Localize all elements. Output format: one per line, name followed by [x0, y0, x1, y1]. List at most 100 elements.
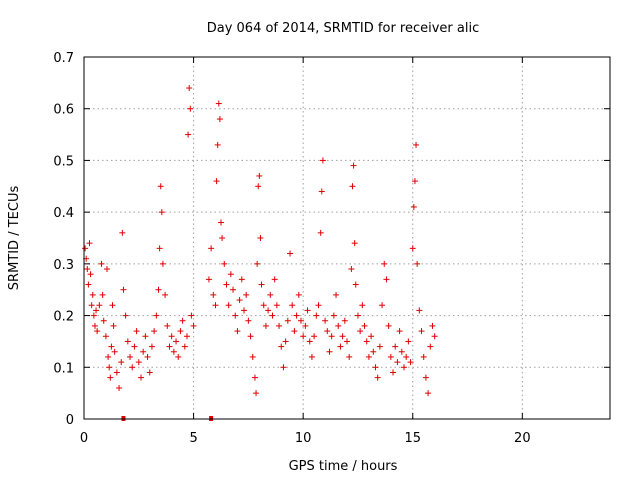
- y-tick-label: 0.4: [53, 206, 74, 221]
- data-point: [407, 359, 414, 366]
- data-point: [93, 307, 100, 314]
- data-point: [262, 322, 269, 329]
- data-point: [210, 291, 217, 298]
- data-point: [282, 338, 289, 345]
- data-point: [376, 343, 383, 350]
- data-point: [300, 333, 307, 340]
- data-point: [409, 245, 416, 252]
- data-point: [219, 235, 226, 241]
- data-point: [232, 312, 239, 319]
- data-point: [215, 100, 222, 107]
- data-point: [225, 302, 232, 309]
- data-point: [214, 141, 221, 148]
- data-point: [129, 364, 136, 371]
- data-point: [217, 219, 224, 226]
- data-point: [249, 353, 256, 360]
- data-point: [170, 348, 177, 355]
- data-point: [374, 374, 381, 381]
- data-point: [365, 353, 372, 360]
- data-point: [106, 364, 113, 371]
- data-point: [113, 369, 120, 376]
- data-point: [260, 302, 267, 309]
- data-point: [265, 307, 272, 314]
- data-point: [396, 328, 403, 335]
- data-point: [420, 353, 427, 360]
- data-point: [208, 245, 215, 252]
- data-point: [304, 307, 311, 314]
- data-point: [243, 291, 250, 298]
- data-point: [405, 338, 412, 345]
- data-point: [379, 302, 386, 309]
- data-point: [236, 297, 243, 304]
- data-point: [159, 260, 166, 267]
- data-point: [368, 333, 375, 340]
- data-point: [372, 364, 379, 371]
- data-point: [392, 343, 399, 350]
- data-point: [318, 188, 325, 195]
- data-point: [271, 276, 278, 283]
- data-point: [99, 291, 106, 298]
- data-point: [230, 286, 237, 293]
- data-point: [341, 317, 348, 324]
- data-point: [142, 333, 149, 340]
- data-point: [383, 276, 390, 283]
- data-point: [411, 178, 418, 185]
- data-point: [234, 328, 241, 335]
- y-axis-label: SRMTID / TECUs: [7, 186, 22, 291]
- data-point: [255, 183, 262, 190]
- data-point: [306, 338, 313, 345]
- data-point: [109, 302, 116, 309]
- data-point: [119, 229, 126, 236]
- data-point: [82, 245, 89, 252]
- data-point: [403, 353, 410, 360]
- data-point: [107, 374, 114, 381]
- data-point: [205, 276, 212, 283]
- data-point: [344, 338, 350, 345]
- data-point: [245, 317, 252, 324]
- y-tick-label: 0.3: [53, 258, 74, 273]
- data-point: [185, 131, 192, 138]
- data-point: [111, 348, 118, 355]
- data-point: [335, 322, 342, 329]
- data-point: [394, 359, 401, 366]
- data-point: [140, 348, 147, 355]
- data-point: [350, 162, 357, 169]
- data-point: [339, 333, 346, 340]
- data-point: [427, 343, 434, 350]
- data-point: [188, 312, 195, 319]
- data-point: [349, 183, 356, 190]
- data-point: [96, 302, 103, 309]
- data-point: [240, 307, 247, 314]
- y-tick-label: 0.6: [53, 103, 74, 118]
- x-axis-label: GPS time / hours: [289, 459, 398, 474]
- data-point: [381, 260, 388, 267]
- data-point: [361, 322, 368, 329]
- data-point: [91, 322, 98, 329]
- data-point: [104, 266, 111, 273]
- data-point: [416, 307, 423, 314]
- data-point: [216, 116, 223, 123]
- data-point: [284, 317, 291, 324]
- data-point: [370, 348, 377, 355]
- data-point: [418, 328, 425, 335]
- data-point: [85, 281, 92, 288]
- data-point: [425, 390, 432, 397]
- data-points: [82, 85, 438, 397]
- data-point: [326, 348, 333, 355]
- data-point: [213, 178, 220, 185]
- data-point: [179, 317, 186, 324]
- y-tick-label: 0: [66, 413, 74, 428]
- data-point: [251, 374, 258, 381]
- data-point: [120, 286, 127, 293]
- data-point: [337, 343, 344, 350]
- data-point: [253, 390, 260, 397]
- data-point: [116, 384, 123, 391]
- data-point: [287, 250, 294, 257]
- data-point: [108, 343, 115, 350]
- y-tick-label: 0.7: [53, 51, 74, 66]
- data-point: [269, 312, 276, 319]
- data-point: [181, 343, 188, 350]
- data-point: [89, 291, 96, 298]
- data-point: [280, 364, 287, 371]
- y-tick-label: 0.1: [53, 361, 74, 376]
